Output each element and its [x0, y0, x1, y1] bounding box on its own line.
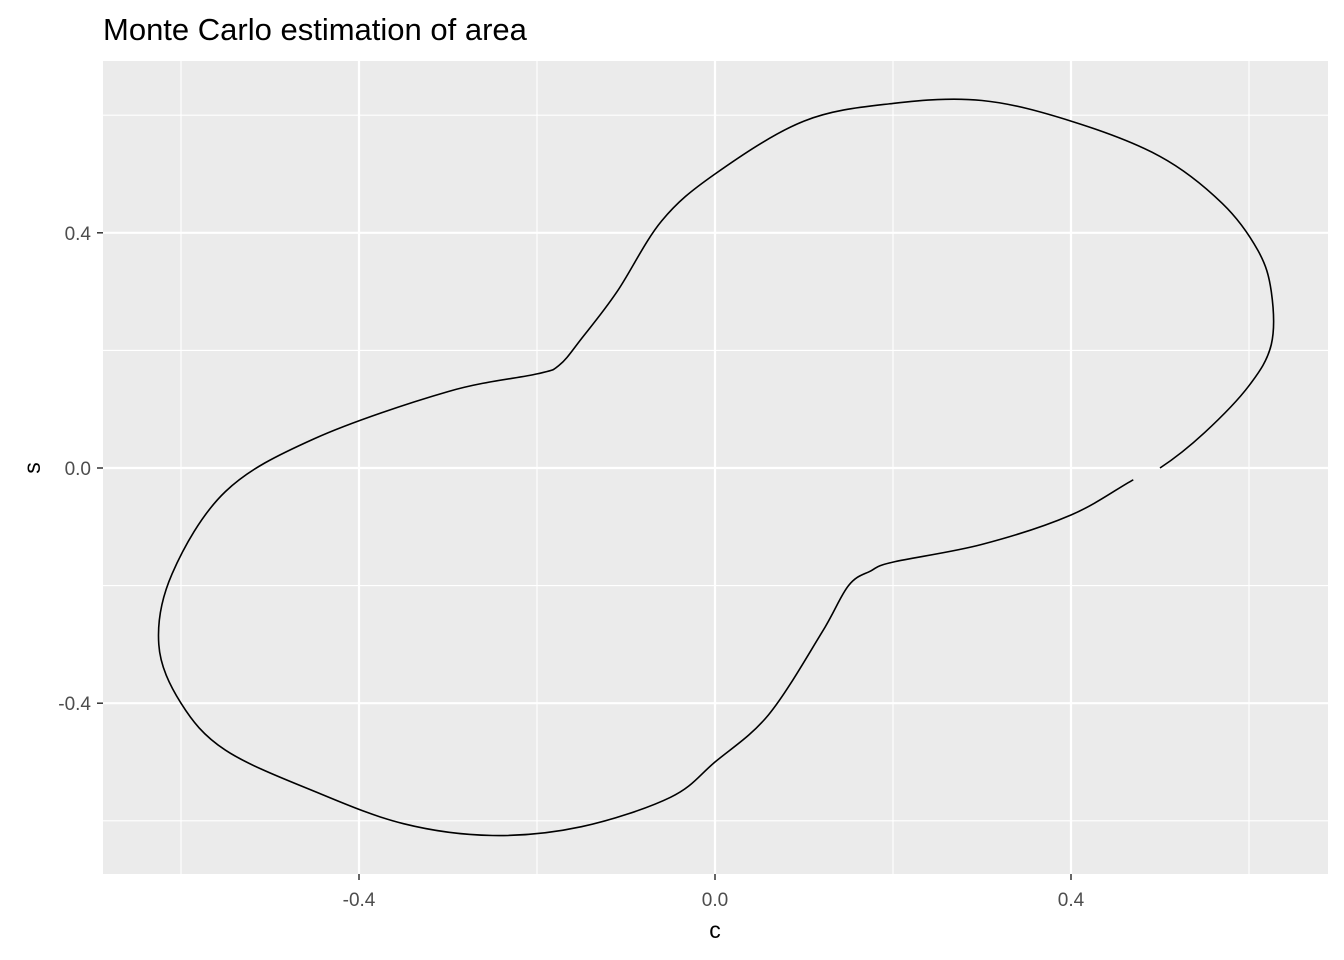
- y-axis-title: s: [19, 462, 45, 474]
- major-grid: [103, 61, 1328, 874]
- y-axis: -0.4 0.0 0.4: [58, 224, 103, 715]
- x-tick-label: 0.4: [1058, 890, 1085, 911]
- y-tick-label: -0.4: [58, 694, 91, 715]
- chart-title: Monte Carlo estimation of area: [103, 12, 528, 47]
- x-tick-label: 0.0: [702, 890, 728, 911]
- x-tick-label: -0.4: [343, 890, 376, 911]
- x-axis: -0.4 0.0 0.4: [343, 874, 1085, 911]
- data-curve: [157, 98, 1275, 837]
- y-tick-label: 0.0: [65, 459, 91, 480]
- y-tick-label: 0.4: [65, 224, 92, 245]
- x-axis-title: c: [709, 917, 721, 943]
